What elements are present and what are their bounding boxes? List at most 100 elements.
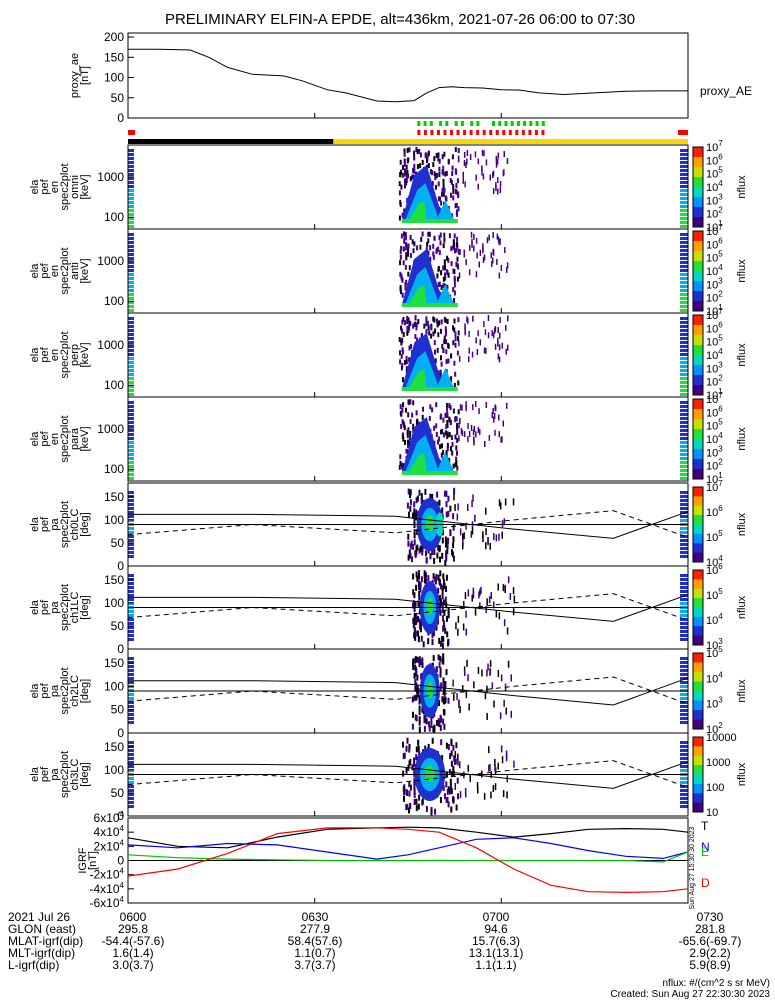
spectro-pixel (442, 653, 445, 660)
spectro-pixel (456, 350, 459, 356)
spectro-pixel (448, 403, 451, 409)
spectro-pixel (399, 172, 402, 178)
spectro-pixel (437, 282, 440, 288)
y-tick-label: 150 (104, 656, 124, 670)
spectro-pixel (433, 317, 436, 323)
colorbar-cell (693, 694, 703, 698)
state-tick-green (498, 121, 502, 126)
colorbar-cell (693, 592, 703, 595)
spectro-pixel (401, 419, 404, 425)
colorbar-cell (693, 381, 703, 384)
spectro-pixel (433, 156, 436, 162)
colorbar-cell (693, 631, 703, 635)
colorbar-cell (693, 195, 703, 198)
igrf-series-label: N (701, 840, 710, 854)
colorbar-cell (693, 435, 703, 438)
spectro-pixel (439, 655, 442, 662)
edge-pixel (128, 547, 134, 550)
colorbar-cell (693, 683, 703, 686)
igrf-series-E (127, 851, 689, 863)
spectro-pixel (443, 259, 446, 265)
colorbar-cell (693, 405, 703, 408)
spectro-pixel (462, 623, 465, 631)
spectro-pixel (438, 662, 441, 669)
edge-pixel (680, 749, 688, 752)
edge-pixel (128, 333, 134, 336)
spectro-pixel (507, 344, 509, 351)
colorbar-cell (693, 601, 703, 605)
spectro-pixel (433, 557, 436, 564)
spectro-pixel (463, 532, 465, 540)
colorbar-tick: 105 (706, 334, 723, 349)
spectro-pixel (473, 233, 475, 240)
spectro-pixel (417, 691, 420, 698)
colorbar-cell (693, 273, 703, 276)
colorbar-cell (693, 810, 703, 813)
colorbar-cell (693, 337, 703, 340)
spectro-pixel (486, 237, 489, 244)
spectro-pixel (455, 202, 458, 208)
spectro-pixel (494, 758, 496, 766)
y-axis-label-line: anti (69, 262, 81, 280)
colorbar-cell (693, 808, 703, 811)
edge-pixel (680, 765, 688, 768)
spectro-pixel (420, 659, 423, 665)
edge-pixel (680, 429, 688, 432)
colorbar-cell (693, 706, 703, 709)
colorbar-tick: 103 (706, 637, 723, 652)
edge-pixel (680, 161, 688, 164)
edge-pixel (128, 233, 134, 236)
colorbar-cell (693, 437, 703, 440)
spectro-pixel (498, 612, 501, 620)
edge-pixel (128, 381, 134, 384)
colorbar-cell (693, 511, 703, 514)
spectro-blob (436, 284, 455, 305)
state-tick-red (443, 130, 447, 135)
spectro-pixel (440, 452, 443, 458)
x-row-value: 58.4(57.6) (288, 934, 343, 948)
spectro-pixel (438, 250, 441, 256)
colorbar-cell (693, 611, 703, 614)
colorbar-cell (693, 167, 703, 170)
spectro-pixel (400, 245, 403, 251)
spectro-pixel (477, 158, 480, 165)
spectro-pixel (418, 489, 421, 496)
colorbar-label: nflux (736, 762, 748, 786)
spectro-pixel (461, 430, 464, 437)
state-tick-red (502, 130, 506, 135)
edge-pixel (680, 361, 688, 364)
spectro-pixel (413, 592, 416, 599)
edge-pixel (128, 598, 134, 601)
spectro-pixel (403, 795, 405, 802)
spectro-pixel (398, 215, 401, 221)
igrf-panel: 6x1044x1042x1040-2x104-4x104-6x104TNEDIG… (77, 810, 710, 910)
spectro-pixel (462, 173, 464, 180)
spectro-pixel (474, 608, 477, 616)
spectro-pixel (420, 545, 423, 552)
colorbar-cell (693, 237, 703, 240)
spectro-pixel (413, 788, 416, 795)
colorbar-cell (693, 719, 703, 722)
spectro-pixel (437, 181, 440, 187)
edge-pixel (680, 281, 688, 284)
spectro-pixel (489, 764, 491, 771)
spectro-pixel (467, 317, 469, 324)
spectro-pixel (413, 606, 416, 613)
spectro-pixel (408, 345, 411, 351)
edge-pixel (128, 373, 134, 376)
spectro-pixel (441, 443, 443, 449)
spectro-pixel (483, 254, 486, 261)
spectro-pixel (491, 682, 494, 690)
edge-pixel (128, 539, 134, 542)
colorbar-tick: 104 (706, 670, 723, 685)
colorbar-tick: 105 (706, 418, 723, 433)
edge-pixel (128, 543, 134, 546)
spectro-pixel (432, 630, 435, 637)
spectro-pixel (510, 710, 512, 718)
colorbar-cell (693, 746, 703, 749)
edge-pixel (128, 551, 134, 554)
spectro-pixel (488, 434, 491, 441)
spectro-pixel (411, 764, 414, 771)
spectro-pixel (445, 574, 448, 581)
spectro-pixel (440, 739, 443, 746)
